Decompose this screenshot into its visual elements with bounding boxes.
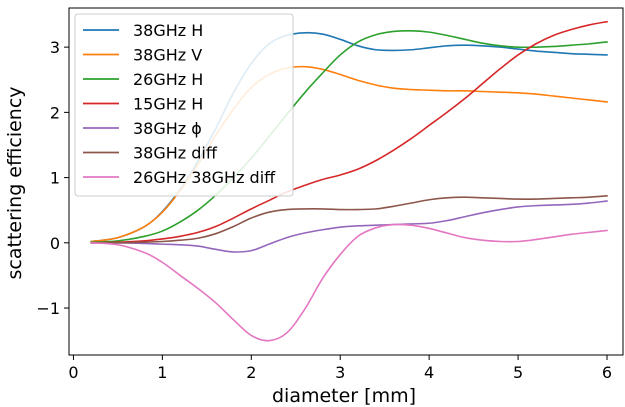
legend-label-1: 38GHz H [133,21,203,40]
legend-label-3: 26GHz H [133,70,203,89]
series-line-5 [90,200,608,253]
x-axis-ticks: 0 1 2 3 4 5 6 [68,355,612,382]
series-line-3 [90,29,608,243]
y-tick-label: 1 [50,169,60,188]
legend-label-2: 38GHz V [133,46,202,65]
y-tick-label: 0 [50,234,60,253]
x-tick-label: 2 [246,363,256,382]
legend-box [74,13,294,197]
x-axis-label: diameter [mm] [272,385,416,407]
x-tick-label: 4 [424,363,434,382]
legend-label-6: 38GHz diff [133,144,218,163]
x-tick-label: 3 [335,363,345,382]
y-tick-label: 2 [50,103,60,122]
series-line-4 [90,20,608,244]
plot-frame [68,7,624,356]
x-tick-label: 5 [513,363,523,382]
legend: 38GHz H 38GHz V 26GHz H 15GHz H 38GHz ϕ 38GHz… [74,13,294,197]
legend-label-4: 15GHz H [133,95,203,114]
legend-label-7: 26GHz 38GHz diff [133,168,276,187]
legend-label-5: 38GHz ϕ [133,119,202,138]
series-line-6 [90,194,608,244]
y-tick-label: −1 [36,299,60,318]
x-tick-label: 0 [68,363,78,382]
y-axis-label: scattering efficiency [4,86,26,279]
series-line-7 [90,223,608,342]
y-tick-label: 3 [50,38,60,57]
y-axis-ticks: −1 0 1 2 3 [36,38,69,318]
x-tick-label: 1 [157,363,167,382]
x-tick-label: 6 [602,363,612,382]
